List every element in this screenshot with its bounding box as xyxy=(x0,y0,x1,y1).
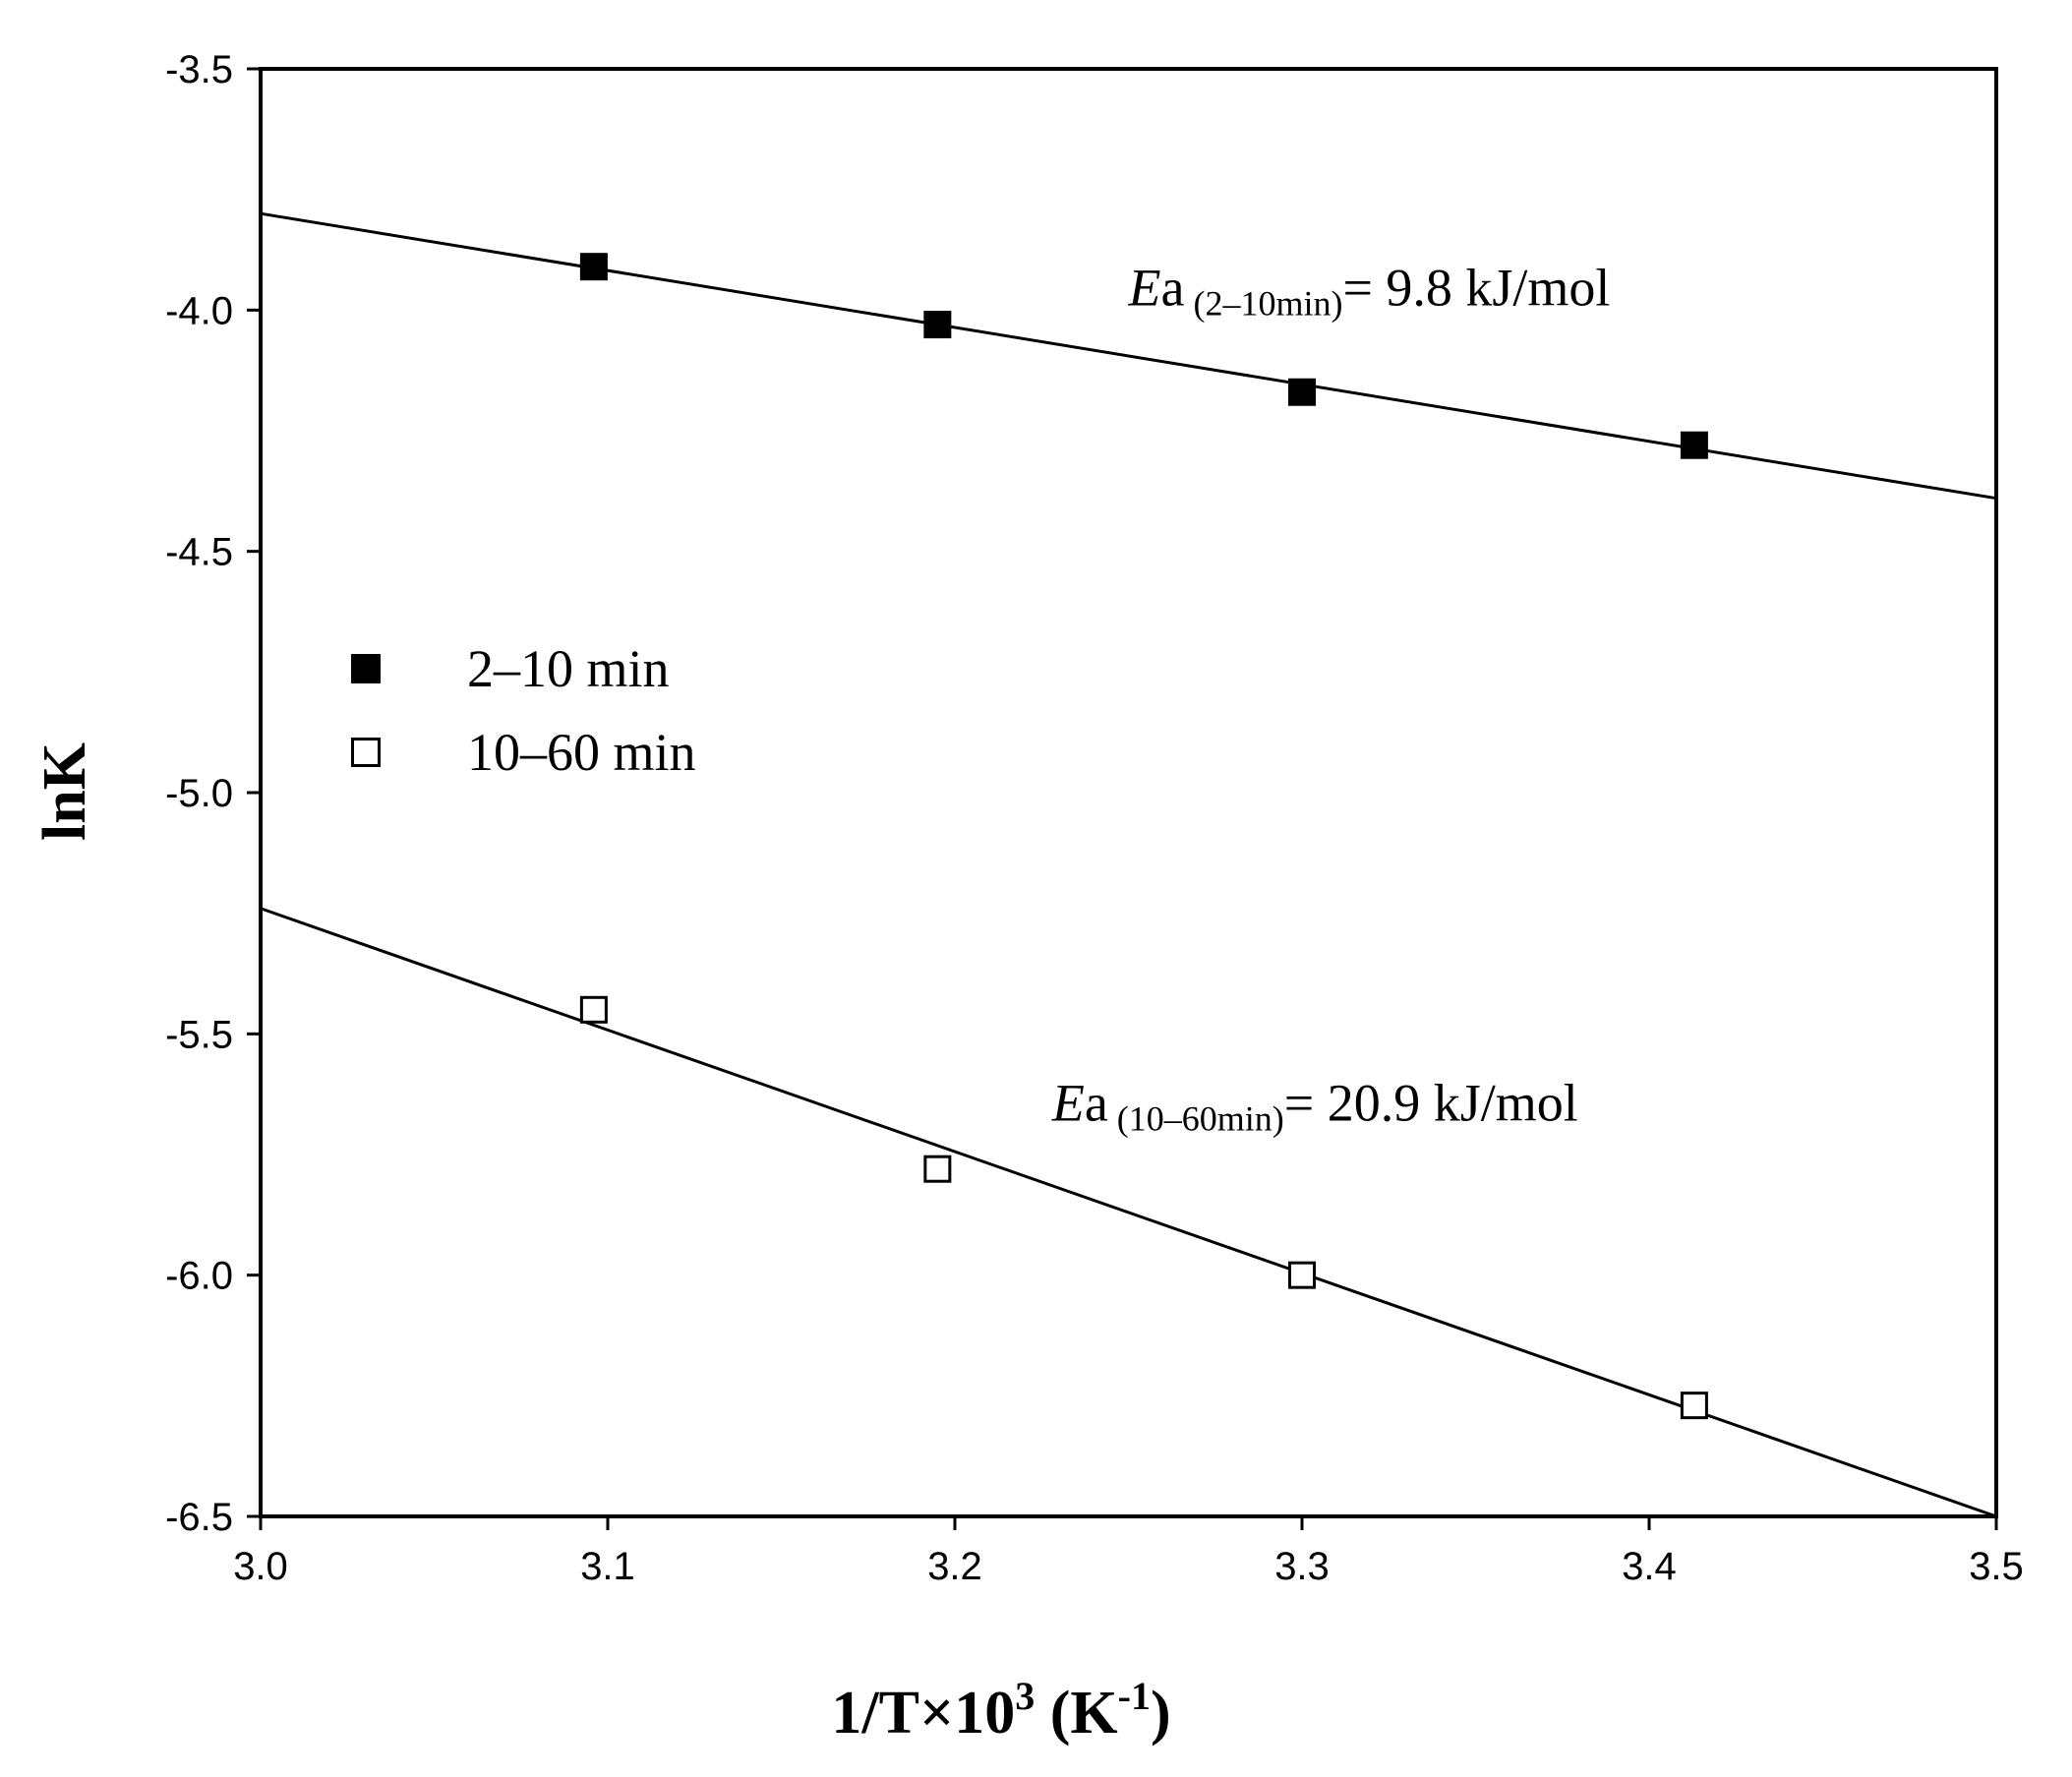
axis-ticks: 3.0 3.1 3.2 3.3 3.4 3.5 -3.5 -4.0 -4.5 -5.0 -5.5 -6… xyxy=(165,48,2024,1588)
data-point-series-2 xyxy=(1680,1392,1708,1420)
annotation-ea-10-60: Ea (10–60min)= 20.9 kJ/mol xyxy=(1051,1074,1578,1139)
data-point-series-2 xyxy=(1288,1261,1316,1289)
fit-line-1 xyxy=(260,211,1997,501)
y-tick-label: -4.0 xyxy=(165,289,233,332)
legend-label-2: 10–60 min xyxy=(467,723,696,782)
x-axis-title-end: ) xyxy=(1151,1680,1171,1747)
x-axis-title: 1/T×103 (K-1) xyxy=(831,1674,1170,1747)
annotation-ea-2-10: Ea (2–10min)= 9.8 kJ/mol xyxy=(1128,258,1611,323)
x-tick-label: 3.3 xyxy=(1274,1545,1330,1588)
annotation-range: (10–60min) xyxy=(1108,1099,1284,1139)
annotation-subscript: a xyxy=(1161,258,1185,317)
y-tick-label: -4.5 xyxy=(165,531,233,574)
x-tick-label: 3.0 xyxy=(233,1545,288,1588)
fit-lines xyxy=(260,211,1997,1518)
data-point-series-1 xyxy=(923,311,952,339)
data-point-series-2 xyxy=(923,1155,952,1183)
x-tick-label: 3.1 xyxy=(580,1545,635,1588)
y-tick-label: -5.0 xyxy=(165,772,233,815)
legend-marker-2 xyxy=(351,738,381,767)
data-point-series-1 xyxy=(1288,378,1316,406)
x-axis-title-unit-sup: -1 xyxy=(1118,1674,1151,1718)
annotation-value: = 20.9 kJ/mol xyxy=(1284,1074,1578,1133)
data-point-series-2 xyxy=(579,995,608,1024)
annotation-symbol: E xyxy=(1128,258,1161,317)
y-tick-label: -3.5 xyxy=(165,48,233,91)
annotation-range: (2–10min) xyxy=(1184,283,1342,323)
annotation-subscript: a xyxy=(1085,1074,1108,1133)
y-tick-label: -5.5 xyxy=(165,1013,233,1056)
y-tick-label: -6.0 xyxy=(165,1255,233,1298)
annotation-symbol: E xyxy=(1051,1074,1085,1133)
y-tick-label: -6.5 xyxy=(165,1496,233,1539)
x-axis-title-sup: 3 xyxy=(1015,1674,1035,1718)
data-markers xyxy=(579,253,1708,1420)
x-tick-label: 3.5 xyxy=(1969,1545,2024,1588)
x-tick-label: 3.4 xyxy=(1622,1545,1677,1588)
x-tick-label: 3.2 xyxy=(927,1545,982,1588)
legend-marker-1 xyxy=(351,654,381,683)
data-point-series-1 xyxy=(579,253,608,281)
legend: 2–10 min 10–60 min xyxy=(351,639,696,782)
data-point-series-1 xyxy=(1680,431,1708,459)
x-axis-title-main: 1/T×10 xyxy=(831,1680,1015,1747)
annotation-value: = 9.8 kJ/mol xyxy=(1342,258,1610,317)
x-axis-title-unit: (K xyxy=(1035,1680,1117,1747)
y-axis-title: lnK xyxy=(31,742,98,841)
fit-line-2 xyxy=(260,907,1997,1518)
legend-label-1: 2–10 min xyxy=(467,639,670,698)
